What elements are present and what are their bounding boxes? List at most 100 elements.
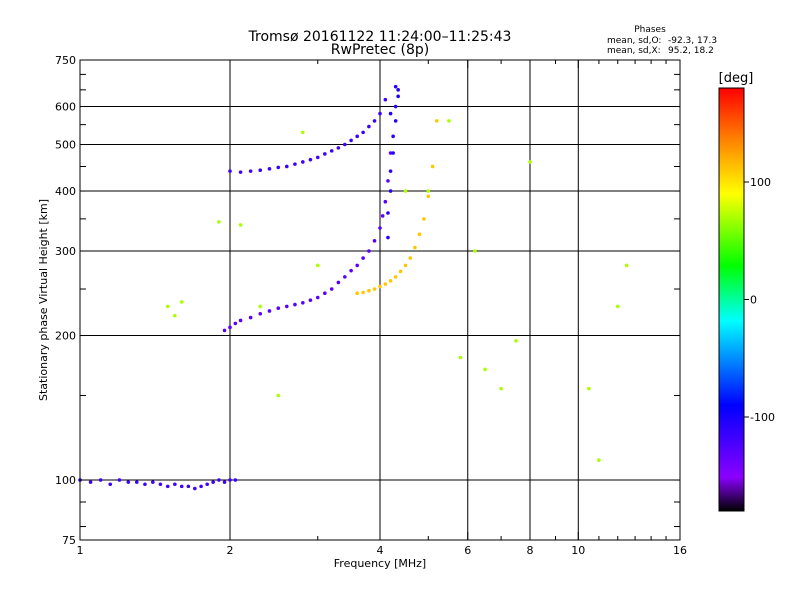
data-point: [238, 318, 243, 323]
data-point: [383, 97, 388, 102]
data-point: [276, 165, 281, 170]
data-point: [301, 160, 305, 164]
data-point: [388, 279, 393, 283]
data-point: [380, 214, 385, 218]
chart-subtitle: RwPretec (8p): [331, 42, 429, 58]
x-tick-label: 8: [527, 544, 534, 557]
y-tick-label: 75: [62, 534, 76, 547]
data-point: [158, 482, 163, 487]
data-points: [78, 84, 629, 491]
y-tick-label: 500: [55, 139, 76, 152]
data-point: [343, 275, 347, 279]
y-tick-label: 300: [55, 245, 76, 258]
data-point: [393, 275, 398, 279]
data-point: [98, 478, 103, 482]
data-point: [426, 189, 431, 193]
colorbar-tick-label: 0: [750, 294, 757, 307]
data-point: [165, 484, 170, 489]
data-point: [361, 290, 365, 295]
data-point: [301, 301, 305, 305]
data-point: [372, 119, 377, 123]
phases-x-label: mean, sd,X:: [607, 46, 661, 56]
data-point: [284, 304, 289, 309]
data-point: [173, 482, 177, 487]
data-point: [355, 263, 359, 268]
data-point: [276, 393, 281, 398]
data-point: [315, 263, 320, 268]
data-point: [413, 245, 417, 250]
data-point: [186, 484, 191, 489]
data-point: [426, 194, 431, 199]
data-point: [222, 480, 227, 484]
data-point: [388, 111, 393, 116]
data-point: [367, 249, 371, 253]
y-axis-ticks: 75 100 200 300 400 500 600 750: [55, 54, 680, 547]
data-point: [378, 284, 382, 289]
data-point: [267, 167, 272, 171]
data-point: [396, 88, 400, 92]
data-point: [514, 339, 518, 343]
data-point: [393, 119, 398, 123]
data-point: [88, 480, 93, 484]
data-point: [217, 478, 221, 482]
data-point: [238, 170, 243, 174]
data-point: [258, 168, 263, 173]
data-point: [336, 280, 341, 285]
data-point: [398, 269, 403, 274]
data-point: [499, 386, 503, 391]
data-point: [528, 160, 532, 164]
data-point: [134, 480, 139, 484]
data-point: [284, 164, 289, 169]
data-point: [179, 484, 184, 489]
data-point: [267, 309, 272, 313]
data-point: [386, 179, 390, 183]
data-point: [179, 300, 184, 304]
data-point: [117, 478, 122, 482]
data-point: [293, 302, 297, 307]
data-point: [388, 151, 393, 155]
y-axis-label: Stationary phase Virtual Height [km]: [37, 199, 50, 401]
data-point: [165, 304, 170, 309]
data-point: [233, 321, 238, 326]
data-point: [361, 256, 365, 260]
chart-title: Tromsø 20161122 11:24:00–11:25:43: [248, 29, 512, 45]
data-point: [388, 169, 393, 173]
data-point: [355, 291, 359, 296]
data-point: [378, 111, 382, 116]
data-point: [378, 226, 382, 230]
data-point: [276, 306, 281, 311]
data-point: [323, 152, 327, 156]
data-point: [417, 232, 422, 237]
x-tick-label: 1: [77, 544, 84, 557]
phases-x-value: 95.2, 18.2: [668, 46, 714, 56]
x-axis-label: Frequency [MHz]: [334, 557, 426, 570]
data-point: [403, 263, 408, 268]
data-point: [228, 478, 232, 482]
data-point: [193, 486, 197, 491]
data-point: [393, 84, 398, 89]
colorbar-ticks: 100 0 -100: [744, 176, 775, 424]
phases-o-label: mean, sd,O:: [607, 36, 661, 46]
data-point: [391, 134, 395, 139]
data-point: [143, 482, 147, 487]
data-point: [248, 315, 253, 320]
data-point: [248, 169, 253, 173]
phases-o-value: -92.3, 17.3: [668, 36, 717, 46]
data-point: [301, 130, 305, 135]
colorbar: [718, 87, 745, 512]
data-point: [238, 223, 243, 227]
data-point: [228, 325, 232, 330]
data-point: [367, 288, 371, 293]
data-point: [308, 298, 313, 302]
phases-title: Phases: [634, 25, 666, 35]
data-point: [173, 313, 177, 318]
data-point: [205, 482, 209, 487]
data-point: [343, 142, 347, 147]
x-tick-label: 4: [377, 544, 384, 557]
data-point: [458, 355, 463, 360]
data-point: [447, 119, 451, 123]
data-point: [211, 480, 215, 484]
data-point: [233, 478, 238, 482]
y-tick-label: 400: [55, 185, 76, 198]
data-point: [258, 311, 263, 316]
